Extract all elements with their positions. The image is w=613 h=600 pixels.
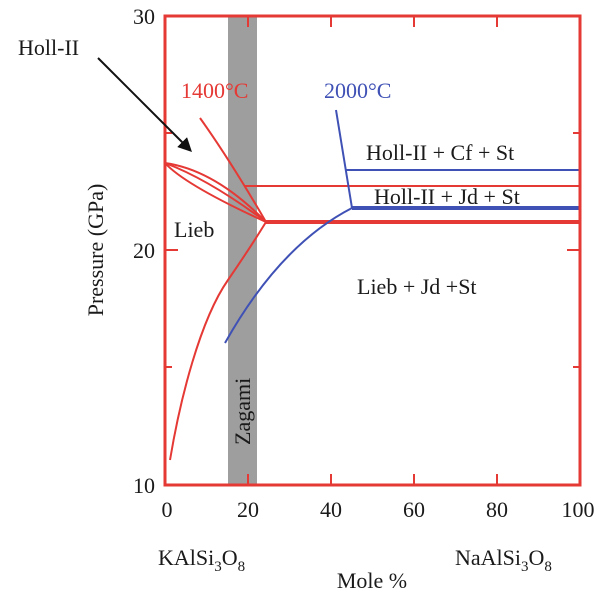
red-lower-boundary bbox=[169, 221, 267, 461]
x-tick-label: 60 bbox=[403, 497, 425, 522]
holl2-label: Holl-II bbox=[18, 35, 79, 60]
y-tick-label: 20 bbox=[133, 238, 155, 263]
x-tick-label: 100 bbox=[562, 497, 595, 522]
endmember-right-label: NaAlSi3O8 bbox=[455, 545, 552, 575]
blue-curves bbox=[224, 109, 580, 344]
field-holl2-jd-st-label: Holl-II + Jd + St bbox=[374, 184, 520, 209]
tick-marks bbox=[165, 16, 580, 485]
holl2-arrow bbox=[97, 57, 192, 152]
red-loop-middle bbox=[164, 162, 267, 223]
red-loop-upper bbox=[164, 162, 267, 223]
red-loop-lower bbox=[164, 162, 267, 223]
zagami-label: Zagami bbox=[230, 378, 255, 445]
zagami-band bbox=[228, 16, 257, 485]
blue-lower-boundary bbox=[224, 207, 353, 344]
red-curves bbox=[164, 117, 580, 461]
x-tick-label: 80 bbox=[486, 497, 508, 522]
y-tick-label: 30 bbox=[133, 4, 155, 29]
endmember-left-label: KAlSi3O8 bbox=[158, 545, 245, 575]
temperature-1400-label: 1400°C bbox=[181, 78, 248, 103]
field-lieb-jd-st-label: Lieb + Jd +St bbox=[357, 274, 477, 299]
field-holl2-cf-st-label: Holl-II + Cf + St bbox=[366, 140, 514, 165]
blue-upper-boundary bbox=[335, 109, 353, 209]
y-axis-label: Pressure (GPa) bbox=[83, 184, 108, 317]
x-tick-label: 0 bbox=[162, 497, 173, 522]
lieb-label: Lieb bbox=[174, 217, 214, 242]
y-tick-label: 10 bbox=[133, 473, 155, 498]
red-upper-boundary bbox=[199, 117, 267, 223]
x-tick-label: 20 bbox=[237, 497, 259, 522]
x-axis-label: Mole % bbox=[337, 568, 407, 593]
x-tick-label: 40 bbox=[320, 497, 342, 522]
temperature-2000-label: 2000°C bbox=[324, 78, 391, 103]
